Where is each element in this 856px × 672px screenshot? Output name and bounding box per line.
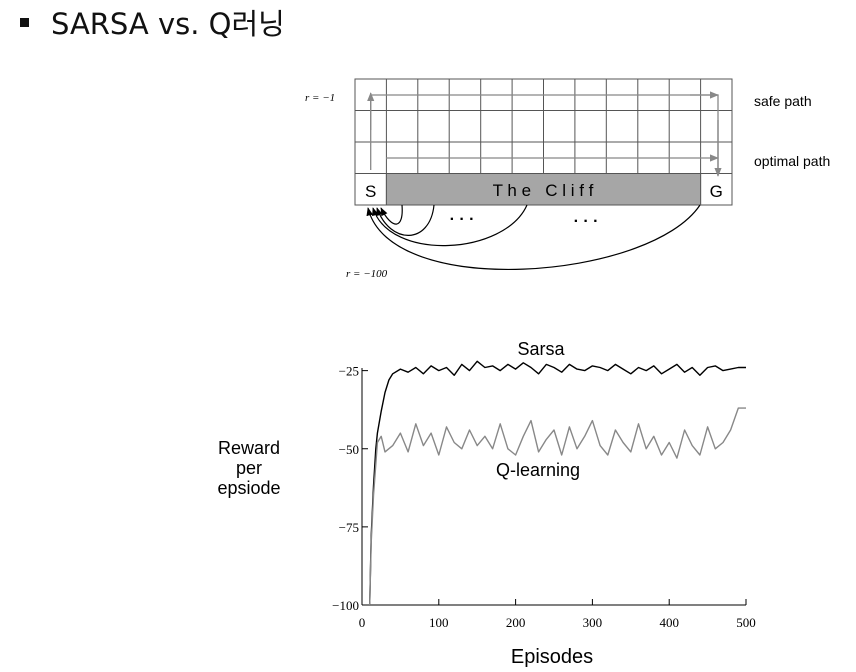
x-tick-label: 200 <box>506 615 526 630</box>
goal-label: G <box>710 182 723 201</box>
x-tick-label: 0 <box>359 615 366 630</box>
x-tick-label: 100 <box>429 615 449 630</box>
y-tick-label: −25 <box>339 364 359 379</box>
x-tick-label: 500 <box>736 615 756 630</box>
step-reward-label: r = −1 <box>305 92 335 104</box>
slide-title: SARSA vs. Q러닝 <box>14 0 285 44</box>
cliff-label: T h e C l i f f <box>493 181 594 200</box>
start-label: S <box>365 182 376 201</box>
x-tick-label: 300 <box>583 615 603 630</box>
safe-path-label: safe path <box>754 93 812 109</box>
y-tick-label: −50 <box>339 442 359 457</box>
x-axis-label: Episodes <box>511 646 593 668</box>
x-tick-label: 400 <box>659 615 679 630</box>
cliff-region <box>385 173 702 206</box>
x-ticks: 0 100 200 300 400 500 <box>359 599 756 630</box>
y-tick-label: −100 <box>332 598 359 613</box>
series-line-sarsa <box>369 360 746 606</box>
cliff-gridworld: T h e C l i f f S G safe path optimal pa… <box>305 78 830 280</box>
y-axis-label-line: Reward <box>218 438 280 458</box>
y-axis-label-line: per <box>236 458 262 478</box>
series-label-sarsa: Sarsa <box>517 339 565 359</box>
cliff-ellipsis-left: · · · <box>450 211 475 228</box>
y-tick-label: −75 <box>339 520 359 535</box>
optimal-path-label: optimal path <box>754 153 830 169</box>
reward-chart: −25 −50 −75 −100 0 100 200 300 400 500 Sarsa Q-l… <box>217 339 755 668</box>
safe-path-arrow <box>370 94 719 174</box>
slide-title-text: SARSA vs. Q러닝 <box>51 7 285 41</box>
series-lines <box>369 360 746 606</box>
cliff-reward-label: r = −100 <box>346 268 388 280</box>
y-axis-label: Reward per epsiode <box>217 438 280 498</box>
y-axis-label-line: epsiode <box>217 478 280 498</box>
cliff-fall-arrows <box>366 204 701 270</box>
series-label-qlearning: Q-learning <box>496 460 580 480</box>
bullet-square-icon <box>20 17 29 27</box>
cliff-ellipsis-right: · · · <box>574 213 599 230</box>
series-line-q-learning <box>369 407 746 606</box>
y-ticks: −25 −50 −75 −100 <box>332 364 368 613</box>
